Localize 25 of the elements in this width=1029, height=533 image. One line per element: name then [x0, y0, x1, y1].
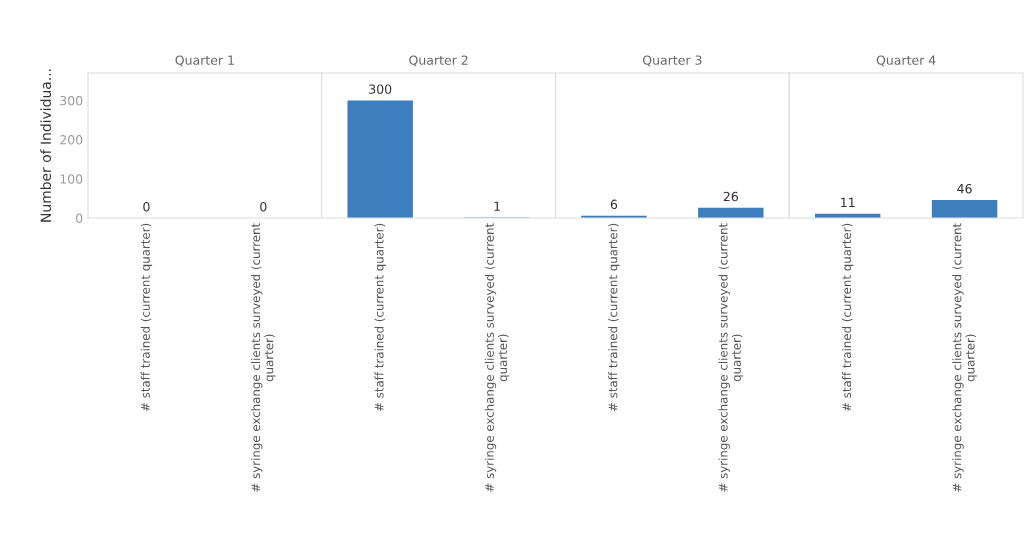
data-label: 6: [610, 199, 618, 210]
x-tick-label: # staff trained (current quarter): [608, 223, 620, 412]
x-tick-label: # syringe exchange clients surveyed (current quarter): [952, 223, 977, 492]
chart-title: Quarter 4: [876, 55, 936, 67]
data-label: 46: [957, 183, 972, 194]
x-tick-label: # staff trained (current quarter): [374, 223, 386, 412]
y-tick-label: 0: [76, 213, 83, 223]
data-label: 300: [369, 84, 392, 94]
y-tick-label: 300: [60, 95, 83, 106]
chart-title: Quarter 3: [642, 55, 702, 67]
data-label: 1: [494, 201, 500, 211]
x-tick-label: # syringe exchange clients surveyed (current quarter): [250, 223, 276, 492]
x-tick-label: # syringe exchange clients surveyed (current quarter): [718, 223, 744, 492]
x-tick-label: # syringe exchange clients surveyed (current quarter): [484, 223, 510, 492]
data-label: 0: [143, 201, 150, 212]
y-tick-label: 100: [60, 174, 83, 184]
chart-title: Quarter 2: [409, 55, 468, 67]
data-label: 11: [841, 197, 855, 207]
x-tick-label: # staff trained (current quarter): [140, 223, 153, 412]
chart-title: Quarter 1: [175, 55, 234, 67]
data-label: 0: [260, 201, 267, 212]
y-tick-label: 200: [60, 135, 83, 145]
y-axis-title: Number of Individua...: [40, 69, 52, 222]
data-label: 26: [723, 191, 738, 202]
x-tick-label: # staff trained (current quarter): [841, 223, 854, 412]
